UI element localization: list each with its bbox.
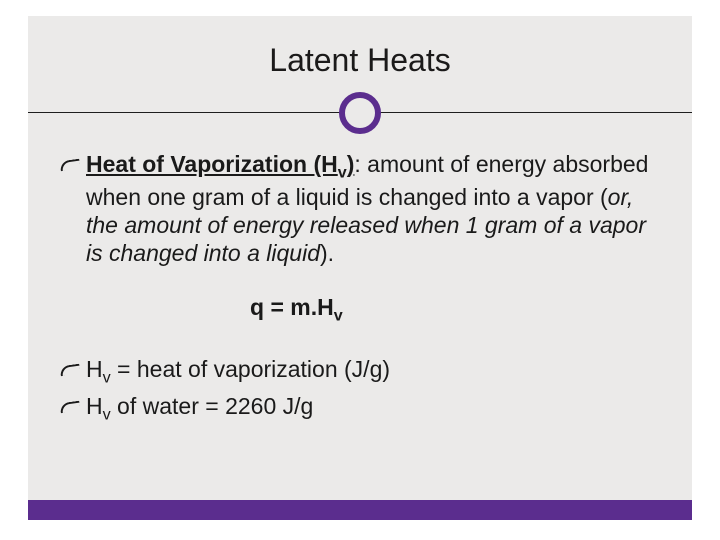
bullet-hv-units: Hv = heat of vaporization (J/g) — [60, 355, 652, 388]
hv-sub: v — [103, 368, 111, 386]
footer-accent-bar — [28, 500, 692, 520]
formula-subscript: v — [334, 307, 343, 325]
slide: Latent Heats Heat of Vaporization (Hv): … — [0, 0, 720, 540]
content-panel: Latent Heats Heat of Vaporization (Hv): … — [28, 16, 692, 500]
bullet-hv-water: Hv of water = 2260 J/g — [60, 392, 652, 425]
hv-water-rest: of water = 2260 J/g — [111, 393, 314, 419]
hv-pre: H — [86, 356, 103, 382]
slide-title: Latent Heats — [28, 42, 692, 79]
bullet-definition: Heat of Vaporization (Hv): amount of ene… — [60, 150, 652, 267]
formula: q = m.Hv — [250, 293, 652, 326]
slide-body: Heat of Vaporization (Hv): amount of ene… — [60, 150, 652, 429]
hv-water-sub: v — [103, 405, 111, 423]
hv-rest: = heat of vaporization (J/g) — [111, 356, 390, 382]
definition-tail: ). — [320, 240, 334, 266]
formula-lhs: q = m.H — [250, 294, 334, 320]
term-subscript: v — [338, 164, 347, 182]
term-heat-of-vaporization: Heat of Vaporization (Hv) — [86, 151, 354, 177]
hv-water-pre: H — [86, 393, 103, 419]
ring-icon — [339, 92, 381, 134]
term-prefix: Heat of Vaporization (H — [86, 151, 338, 177]
